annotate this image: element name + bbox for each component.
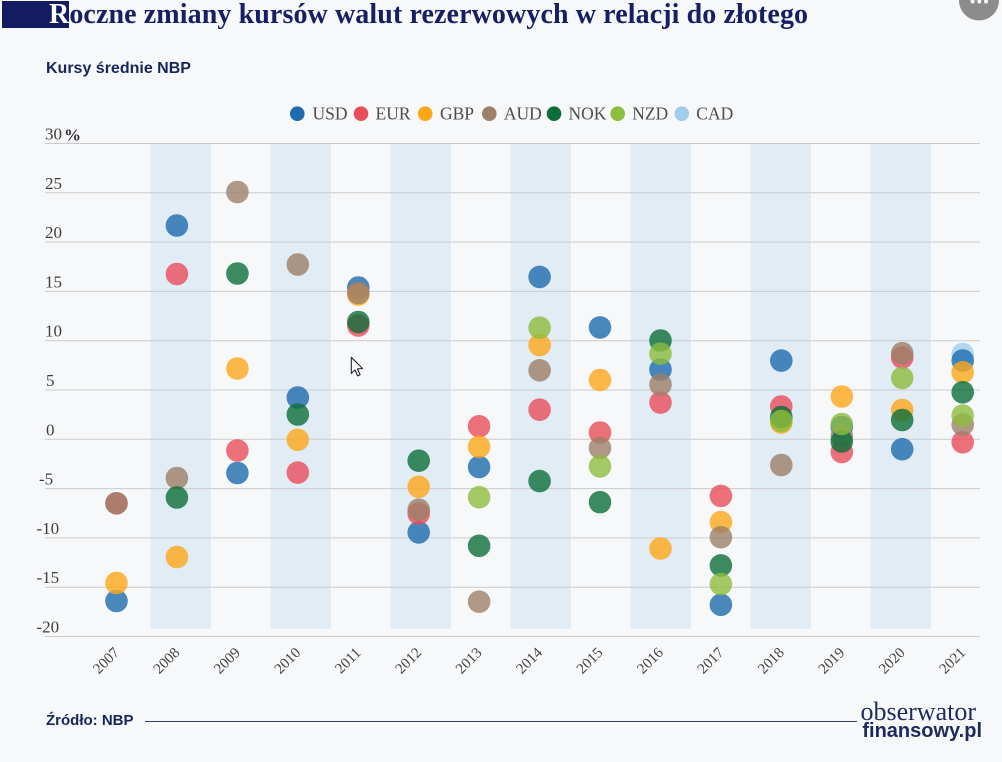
svg-text:GBP: GBP: [440, 104, 474, 124]
svg-text:-10: -10: [37, 519, 60, 538]
svg-text:2021: 2021: [937, 645, 970, 678]
svg-text:CAD: CAD: [696, 104, 733, 124]
svg-text:2018: 2018: [755, 645, 788, 678]
svg-text:EUR: EUR: [376, 104, 411, 124]
svg-text:NZD: NZD: [632, 104, 668, 124]
svg-text:0: 0: [46, 420, 55, 439]
svg-text:15: 15: [45, 272, 62, 291]
svg-text:2011: 2011: [332, 645, 364, 677]
svg-text:2014: 2014: [514, 645, 547, 678]
svg-text:10: 10: [45, 322, 62, 341]
svg-text:2019: 2019: [816, 645, 849, 678]
svg-text:2012: 2012: [393, 645, 426, 678]
svg-text:2015: 2015: [574, 645, 607, 678]
svg-text:2010: 2010: [272, 645, 305, 678]
svg-text:20: 20: [45, 223, 62, 242]
svg-text:AUD: AUD: [504, 104, 542, 124]
svg-text:2009: 2009: [211, 645, 244, 678]
svg-text:2008: 2008: [151, 645, 184, 678]
svg-text:2016: 2016: [634, 645, 667, 678]
svg-text:-15: -15: [37, 568, 60, 587]
svg-text:%: %: [64, 126, 81, 145]
svg-text:2020: 2020: [876, 645, 909, 678]
svg-text:25: 25: [45, 174, 62, 193]
svg-text:USD: USD: [313, 104, 348, 124]
svg-text:-20: -20: [37, 618, 60, 637]
svg-text:NOK: NOK: [569, 104, 607, 124]
svg-text:2007: 2007: [90, 645, 123, 678]
svg-text:-5: -5: [39, 470, 53, 489]
svg-text:2013: 2013: [453, 645, 486, 678]
svg-text:2017: 2017: [695, 645, 728, 678]
svg-text:30: 30: [45, 125, 62, 144]
svg-text:5: 5: [46, 371, 55, 390]
